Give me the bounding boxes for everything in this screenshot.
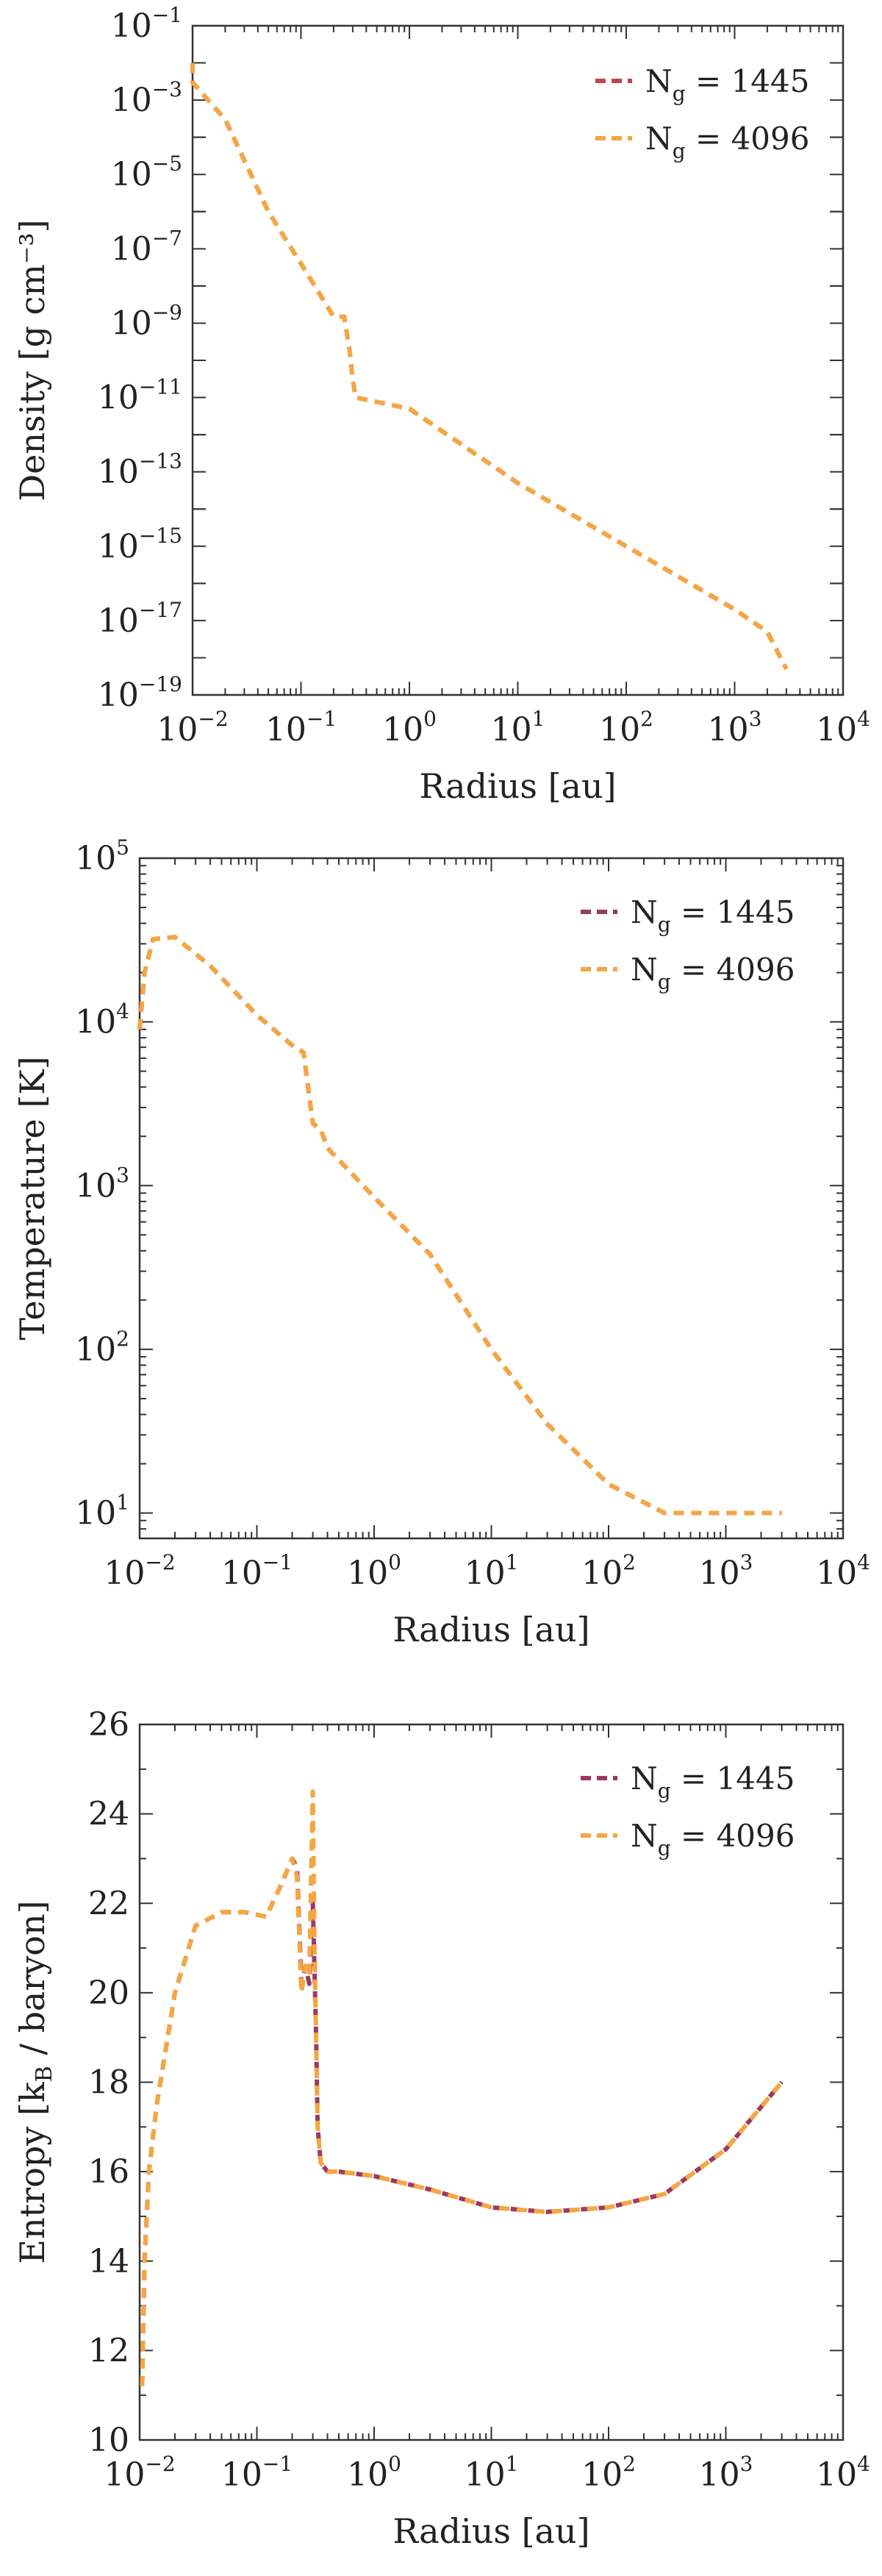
y-tick-label: 10−7 [111,226,182,268]
y-tick-label: 10−19 [98,672,182,714]
y-tick-label: 12 [88,2332,129,2369]
y-tick-label: 18 [88,2064,129,2102]
x-tick-label: 100 [347,2452,401,2494]
x-tick-label: 103 [708,707,762,749]
series-line-4096 [137,935,782,1516]
y-tick-label: 24 [88,1796,129,1833]
x-tick-label: 100 [347,1550,401,1592]
legend-label-1445: Ng = 1445 [631,1760,795,1803]
legend-label-4096: Ng = 4096 [631,952,795,994]
y-tick-label: 10−9 [111,300,182,342]
x-axis-title: Radius [au] [392,2511,589,2551]
x-tick-label: 10−1 [221,1550,293,1592]
y-tick-label: 20 [88,1974,129,2012]
x-tick-label: 103 [699,2452,753,2494]
y-axis-title: Density [g cm⁻³] [12,219,52,501]
x-tick-label: 10−2 [104,2452,175,2494]
series-line-1445 [140,1856,784,2387]
y-tick-label: 104 [75,999,129,1041]
y-axis-title: Temperature [K] [12,1056,52,1340]
y-tick-label: 101 [75,1491,129,1533]
x-tick-label: 104 [816,1550,870,1592]
series-line-1445 [137,935,782,1516]
x-tick-label: 101 [465,2452,519,2494]
x-tick-label: 10−2 [104,1550,175,1592]
y-tick-label: 102 [75,1327,129,1369]
x-tick-label: 102 [581,2452,636,2494]
y-tick-label: 10−15 [98,524,182,565]
y-tick-label: 10−5 [111,151,182,193]
x-tick-label: 10−2 [157,707,228,749]
x-tick-label: 104 [816,2452,870,2494]
x-axis-title: Radius [au] [392,1610,589,1649]
y-tick-label: 103 [75,1163,129,1205]
x-axis-title: Radius [au] [419,766,616,806]
entropy-panel: 10−2 10−1 100 101 102 103 104 10 12 14 16 18 20 22 24 2… [12,1706,870,2551]
temperature-panel: 10−2 10−1 100 101 102 103 104 101 102 103 104 105 Ra… [12,835,870,1649]
density-panel: 10−2 10−1 100 101 102 103 104 10−19 10−17 10−15 10… [12,3,870,806]
y-tick-label: 105 [75,835,129,877]
y-axis-title: Entropy [kB / baryon] [12,1900,57,2263]
y-tick-label: 10−1 [111,3,182,45]
legend-label-4096: Ng = 4096 [631,1818,795,1860]
y-tick-label: 10−13 [98,449,182,491]
legend-label-1445: Ng = 1445 [631,894,795,937]
x-tick-label: 104 [816,707,870,749]
x-tick-label: 101 [465,1550,519,1592]
x-tick-label: 101 [491,707,545,749]
y-tick-label: 22 [88,1885,129,1922]
y-tick-label: 14 [88,2243,129,2280]
x-tick-label: 10−1 [221,2452,293,2494]
y-tick-label: 10 [88,2422,129,2459]
legend-label-1445: Ng = 1445 [645,63,809,106]
y-tick-label: 10−11 [98,375,182,417]
y-tick-label: 10−3 [111,77,182,119]
legend-label-4096: Ng = 4096 [645,121,809,163]
y-tick-label: 10−17 [98,598,182,640]
y-tick-label: 16 [88,2153,129,2191]
x-tick-label: 102 [581,1550,636,1592]
x-tick-label: 103 [699,1550,753,1592]
series-line-4096 [190,63,789,671]
x-tick-label: 10−1 [265,707,337,749]
series-line-4096 [140,1789,784,2387]
x-tick-label: 100 [382,707,437,749]
x-tick-label: 102 [599,707,653,749]
y-tick-label: 26 [88,1706,129,1744]
